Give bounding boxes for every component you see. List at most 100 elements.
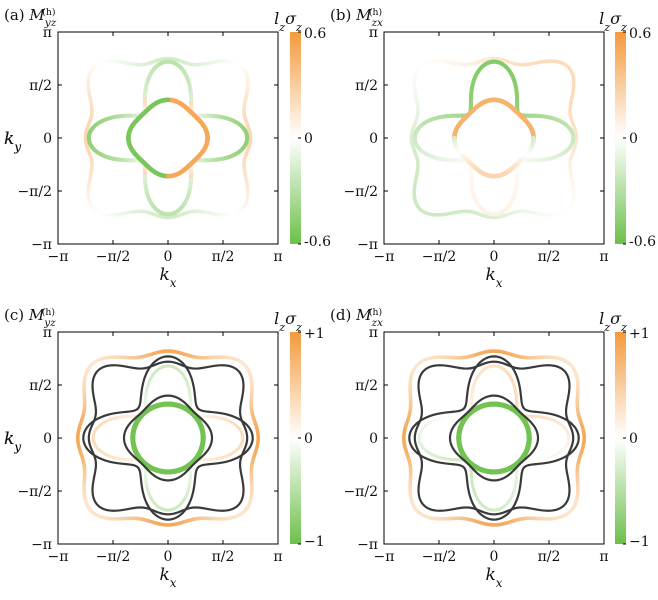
colorbar-tick-label: -0.6 <box>629 234 656 250</box>
colorbar-title-part: σ <box>285 9 297 28</box>
colorbar-title-part: z <box>295 321 302 334</box>
colorbar-tick-label: 0 <box>304 131 313 147</box>
y-tick-label: π <box>43 25 52 41</box>
x-tick-label: π/2 <box>538 249 561 265</box>
y-tick-label: −π <box>31 537 52 553</box>
colorbar-tick-label: -0.6 <box>304 234 331 250</box>
y-tick-label: 0 <box>369 131 378 147</box>
panel-title-part: (b) <box>330 6 356 24</box>
x-tick-label: −π <box>374 549 395 565</box>
colorbar-title-part: z <box>278 21 285 34</box>
y-tick-label: −π/2 <box>343 184 378 200</box>
y-tick-label: −π <box>357 237 378 253</box>
x-axis-label: kx <box>159 565 176 590</box>
x-axis-label-part: k <box>485 265 495 285</box>
panel-title-part: (h) <box>42 307 55 318</box>
panel-title: (a) Myz(h) <box>4 6 57 29</box>
panel-title-part: zx <box>370 17 383 29</box>
colorbar-title: lzσz <box>274 309 302 334</box>
panel-title-part: (c) <box>4 306 29 324</box>
x-tick-label: −π <box>48 249 69 265</box>
colorbar-title-part: z <box>295 21 302 34</box>
x-axis-label-part: k <box>159 265 169 285</box>
colorbar-tick-label: 0.6 <box>304 26 326 42</box>
colorbar-title-part: l <box>599 9 604 28</box>
colorbar-title-part: z <box>620 21 627 34</box>
y-tick-label: π/2 <box>355 378 378 394</box>
x-tick-label: −π/2 <box>422 249 457 265</box>
colorbar-title: lzσz <box>599 309 627 334</box>
colorbar-title-part: σ <box>285 309 297 328</box>
panel-title-part: zx <box>370 317 383 329</box>
y-tick-label: π <box>43 325 52 341</box>
colorbar-title-part: z <box>278 321 285 334</box>
colorbar <box>615 32 626 244</box>
x-tick-label: −π/2 <box>96 549 131 565</box>
y-axis-label-part: y <box>13 440 21 454</box>
colorbar-title: lzσz <box>599 9 627 34</box>
y-axis-label-part: y <box>13 140 21 154</box>
colorbar-tick-label: +1 <box>304 326 325 342</box>
y-axis-label: ky <box>4 429 21 454</box>
panel-title: (d) Mzx(h) <box>330 306 383 329</box>
x-tick-label: π/2 <box>212 549 235 565</box>
y-axis-label: ky <box>4 429 21 454</box>
panel-title-part: M <box>28 306 45 324</box>
colorbar-title-part: l <box>274 309 279 328</box>
x-tick-label: 0 <box>490 549 499 565</box>
y-axis-label-part: k <box>4 129 14 149</box>
y-tick-label: 0 <box>369 431 378 447</box>
colorbar-tick-label: 0.6 <box>629 26 651 42</box>
x-tick-label: π/2 <box>538 549 561 565</box>
x-axis-label-part: k <box>159 565 169 585</box>
black-curve-3 <box>448 394 540 482</box>
y-axis-label-part: y <box>13 440 21 454</box>
x-tick-label: π/2 <box>212 249 235 265</box>
colorbar-title-part: l <box>274 9 279 28</box>
colorbar-title-part: σ <box>610 309 622 328</box>
x-axis-label-part: x <box>170 276 177 290</box>
y-tick-label: π <box>369 325 378 341</box>
colorbar-title-part: z <box>620 321 627 334</box>
x-axis-label-part: x <box>496 576 503 590</box>
panel-title: (b) Mzx(h) <box>330 6 383 29</box>
colorbar-title: lzσz <box>274 9 302 34</box>
panel-title-part: (h) <box>369 307 382 318</box>
x-tick-label: −π/2 <box>422 549 457 565</box>
black-curve-1 <box>87 360 249 516</box>
plot-frame <box>383 31 605 245</box>
y-axis-label: ky <box>4 129 21 154</box>
y-tick-label: 0 <box>43 131 52 147</box>
colorbar <box>290 332 301 544</box>
y-tick-label: π/2 <box>29 378 52 394</box>
plot-area <box>402 349 586 527</box>
panel-title-part: (h) <box>369 7 382 18</box>
x-axis-label-part: x <box>170 576 177 590</box>
y-axis-label-part: k <box>4 429 14 449</box>
colorbar-tick-label: 0 <box>304 431 313 447</box>
panel-title: (c) Myz(h) <box>4 306 56 329</box>
x-tick-label: −π <box>374 249 395 265</box>
panel-title-part: M <box>355 306 372 324</box>
plot-area <box>409 56 579 220</box>
colorbar-title-part: l <box>599 309 604 328</box>
y-axis-label-part: k <box>4 429 14 449</box>
panel-title-part: (d) <box>330 306 356 324</box>
y-axis-label-part: y <box>13 140 21 154</box>
x-axis-label: kx <box>159 265 176 290</box>
y-tick-label: −π/2 <box>17 184 52 200</box>
plot-frame <box>57 31 279 245</box>
x-axis-label-part: k <box>485 565 495 585</box>
x-axis-label: kx <box>485 565 502 590</box>
colorbar-title-part: z <box>603 321 610 334</box>
panel-title-part: (a) <box>4 6 29 24</box>
black-curve-1 <box>413 360 575 516</box>
x-tick-label: π <box>273 249 282 265</box>
y-axis-label-part: k <box>4 129 14 149</box>
x-tick-label: −π <box>48 549 69 565</box>
panel-title-part: M <box>355 6 372 24</box>
